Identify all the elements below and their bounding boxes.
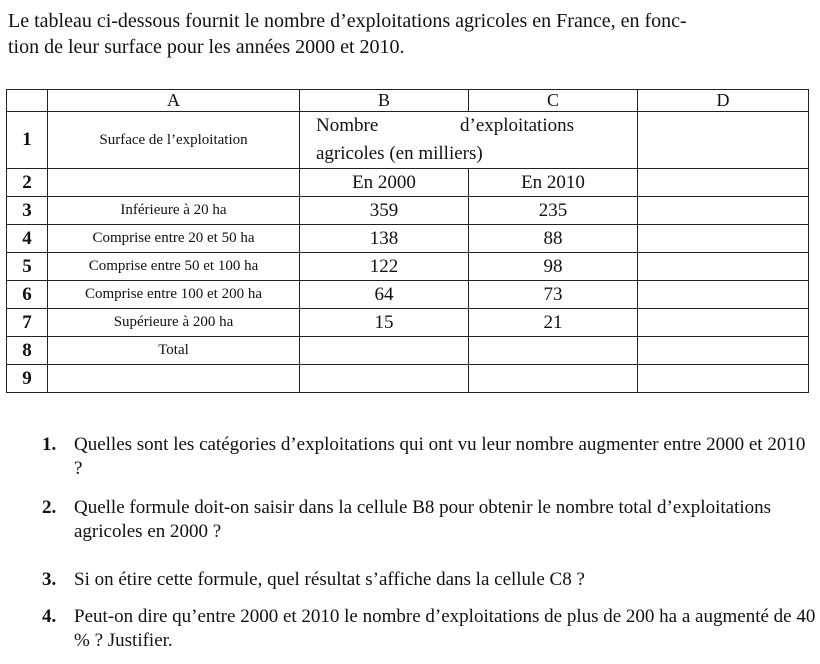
cell-a3: Inférieure à 20 ha <box>47 196 300 225</box>
spreadsheet-table: A B C D 1 Surface de l’exploitation Nomb… <box>6 89 809 393</box>
cell-b1: Nombre d’exploitations agricoles (en mil… <box>299 111 638 169</box>
cell-d9 <box>637 364 809 393</box>
b1-word-exploitations: d’exploitations <box>460 115 574 136</box>
table-row: 6 Comprise entre 100 et 200 ha 64 73 <box>6 280 809 309</box>
cell-b4: 138 <box>299 224 469 253</box>
cell-d5 <box>637 252 809 281</box>
question-text: Quelles sont les catégories d’exploitati… <box>74 434 806 479</box>
cell-d1 <box>637 111 809 169</box>
cell-a6: Comprise entre 100 et 200 ha <box>47 280 300 309</box>
row-number: 1 <box>6 111 48 169</box>
cell-a1: Surface de l’exploitation <box>47 111 300 169</box>
cell-c3: 235 <box>468 196 638 225</box>
cell-a2 <box>47 168 300 197</box>
table-row: 3 Inférieure à 20 ha 359 235 <box>6 196 809 225</box>
column-header-c: C <box>468 89 638 112</box>
cell-a4: Comprise entre 20 et 50 ha <box>47 224 300 253</box>
cell-d8 <box>637 336 809 365</box>
table-row: 7 Supérieure à 200 ha 15 21 <box>6 308 809 337</box>
cell-c9 <box>468 364 638 393</box>
question-number: 2. <box>42 497 57 518</box>
table-row: 8 Total <box>6 336 809 365</box>
table-row: 2 En 2000 En 2010 <box>6 168 809 197</box>
cell-c6: 73 <box>468 280 638 309</box>
question-item: 1. Quelles sont les catégories d’exploit… <box>42 433 817 481</box>
cell-b7: 15 <box>299 308 469 337</box>
cell-c4: 88 <box>468 224 638 253</box>
question-item: 4. Peut-on dire qu’entre 2000 et 2010 le… <box>42 605 817 653</box>
cell-b2: En 2000 <box>299 168 469 197</box>
question-number: 3. <box>42 569 57 590</box>
intro-line-2: tion de leur surface pour les années 200… <box>8 36 405 58</box>
column-header-b: B <box>299 89 469 112</box>
intro-line-1: Le tableau ci-dessous fournit le nombre … <box>8 10 687 32</box>
question-item: 3. Si on étire cette formule, quel résul… <box>42 568 817 592</box>
question-number: 1. <box>42 434 57 455</box>
table-row: 9 <box>6 364 809 393</box>
cell-c7: 21 <box>468 308 638 337</box>
b1-word-nombre: Nombre <box>316 115 379 136</box>
cell-b6: 64 <box>299 280 469 309</box>
row-number: 2 <box>6 168 48 197</box>
cell-c5: 98 <box>468 252 638 281</box>
cell-c2: En 2010 <box>468 168 638 197</box>
cell-d4 <box>637 224 809 253</box>
cell-c8 <box>468 336 638 365</box>
row-number: 9 <box>6 364 48 393</box>
table-row: 5 Comprise entre 50 et 100 ha 122 98 <box>6 252 809 281</box>
column-header-a: A <box>47 89 300 112</box>
row-number: 4 <box>6 224 48 253</box>
cell-b5: 122 <box>299 252 469 281</box>
question-text: Quelle formule doit-on saisir dans la ce… <box>74 497 772 542</box>
row-number: 7 <box>6 308 48 337</box>
question-number: 4. <box>42 606 57 627</box>
question-text: Peut-on dire qu’entre 2000 et 2010 le no… <box>74 606 816 651</box>
cell-d2 <box>637 168 809 197</box>
cell-a5: Comprise entre 50 et 100 ha <box>47 252 300 281</box>
cell-d6 <box>637 280 809 309</box>
row-number: 6 <box>6 280 48 309</box>
row-number: 5 <box>6 252 48 281</box>
cell-a8: Total <box>47 336 300 365</box>
row-number: 8 <box>6 336 48 365</box>
cell-b3: 359 <box>299 196 469 225</box>
corner-cell <box>6 89 48 112</box>
intro-paragraph: Le tableau ci-dessous fournit le nombre … <box>8 8 812 60</box>
table-row: 4 Comprise entre 20 et 50 ha 138 88 <box>6 224 809 253</box>
column-header-d: D <box>637 89 809 112</box>
cell-a7: Supérieure à 200 ha <box>47 308 300 337</box>
column-header-row: A B C D <box>6 89 809 112</box>
table-row: 1 Surface de l’exploitation Nombre d’exp… <box>6 111 809 169</box>
cell-b8 <box>299 336 469 365</box>
row-number: 3 <box>6 196 48 225</box>
cell-b9 <box>299 364 469 393</box>
b1-line-2: agricoles (en milliers) <box>316 143 483 164</box>
cell-d7 <box>637 308 809 337</box>
question-text: Si on étire cette formule, quel résultat… <box>74 569 585 590</box>
question-item: 2. Quelle formule doit-on saisir dans la… <box>42 496 817 544</box>
cell-a9 <box>47 364 300 393</box>
cell-d3 <box>637 196 809 225</box>
